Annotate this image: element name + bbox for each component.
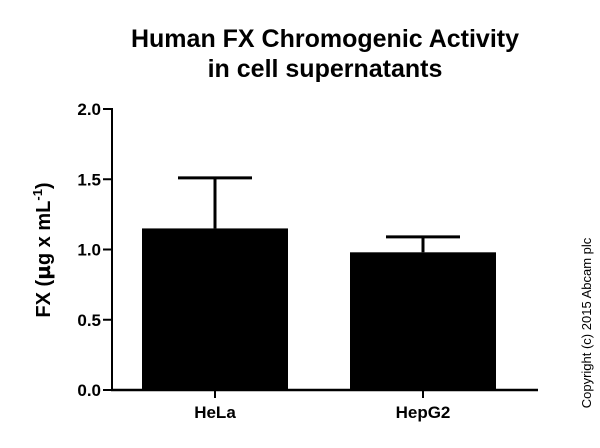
chart-title-line-1: Human FX Chromogenic Activity [131,25,519,53]
y-axis-label-suffix: ) [33,182,55,189]
y-axis-label-prefix: FX ( [33,279,55,317]
y-axis-label-mu: µ [31,265,55,280]
bar-hela [142,228,288,390]
y-ticks: 0.0 0.5 1.0 1.5 2.0 [77,100,112,400]
bars [142,176,496,390]
y-axis-label: FX (µg x mL-1) [30,182,55,317]
y-tick-label: 0.0 [77,381,101,400]
y-axis-label-middle: g x mL [33,201,55,265]
y-tick-label: 0.5 [77,311,101,330]
x-ticks: HeLa HepG2 [194,390,450,422]
y-tick-label: 2.0 [77,100,101,119]
y-tick-label: 1.0 [77,241,101,260]
x-tick-label: HeLa [194,403,236,422]
x-tick-label: HepG2 [396,403,451,422]
chart-title-line-2: in cell supernatants [208,55,443,83]
bar-hepg2 [350,252,496,390]
y-axis-label-superscript: -1 [30,189,45,201]
y-tick-label: 1.5 [77,170,101,189]
copyright-text: Copyright (c) 2015 Abcam plc [579,237,594,408]
